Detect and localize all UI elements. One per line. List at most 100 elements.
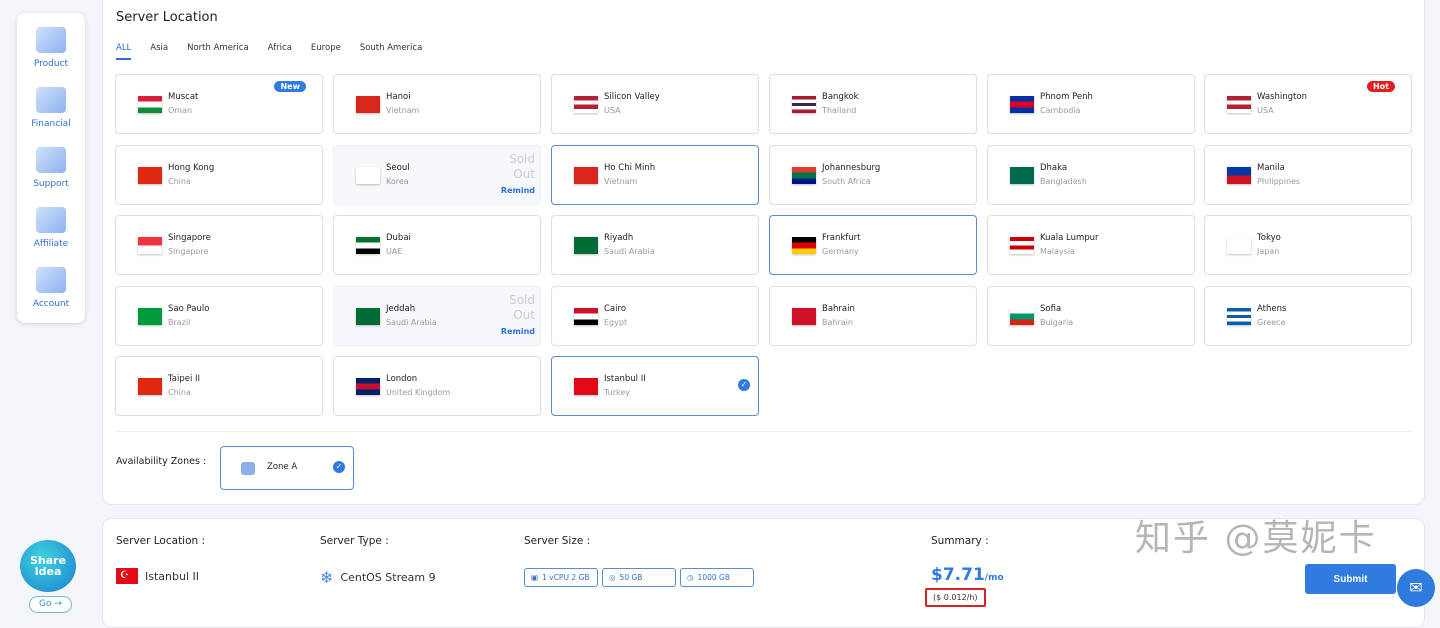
- country-name: Japan: [1257, 247, 1280, 256]
- location-card-dhaka[interactable]: Dhaka Bangladesh: [987, 145, 1195, 205]
- location-card-silicon-valley[interactable]: Silicon Valley USA: [551, 74, 759, 134]
- location-card-bahrain[interactable]: Bahrain Bahrain: [769, 286, 977, 346]
- sidebar-label: Support: [33, 179, 69, 189]
- tab-all[interactable]: ALL: [116, 43, 132, 60]
- sidebar-item-product[interactable]: Product: [17, 13, 85, 73]
- city-name: Bangkok: [822, 92, 859, 102]
- location-card-istanbul-ii[interactable]: Istanbul II Turkey ✓: [551, 356, 759, 416]
- country-name: Bulgaria: [1040, 318, 1074, 327]
- city-name: Athens: [1257, 304, 1287, 314]
- location-card-kuala-lumpur[interactable]: Kuala Lumpur Malaysia: [987, 215, 1195, 275]
- flag-icon: [792, 96, 816, 113]
- country-name: Saudi Arabia: [386, 318, 437, 327]
- zone-a-option[interactable]: Zone A ✓: [220, 446, 354, 490]
- country-name: Greece: [1257, 318, 1286, 327]
- flag-icon: [574, 378, 598, 395]
- chip-text: 1000 GB: [697, 573, 730, 582]
- city-name: Washington: [1257, 92, 1307, 102]
- flag-icon: [356, 96, 380, 113]
- city-name: Frankfurt: [822, 233, 861, 243]
- share-idea-button[interactable]: Share Idea: [20, 540, 76, 592]
- location-card-sao-paulo[interactable]: Sao Paulo Brazil: [115, 286, 323, 346]
- location-card-sofia[interactable]: Sofia Bulgaria: [987, 286, 1195, 346]
- city-name: Tokyo: [1257, 233, 1281, 243]
- flag-icon: [138, 237, 162, 254]
- turkey-flag-icon: ☪: [116, 568, 138, 584]
- go-button[interactable]: Go →: [29, 596, 72, 613]
- tab-north-america[interactable]: North America: [187, 43, 249, 53]
- location-card-manila[interactable]: Manila Philippines: [1204, 145, 1412, 205]
- location-card-athens[interactable]: Athens Greece: [1204, 286, 1412, 346]
- check-icon: ✓: [333, 461, 345, 473]
- product-icon: [36, 27, 66, 53]
- sidebar-item-account[interactable]: Account: [17, 253, 85, 313]
- location-card-cairo[interactable]: Cairo Egypt: [551, 286, 759, 346]
- server-size-values: ▣ 1 vCPU 2 GB ◎ 50 GB ◷ 1000 GB: [524, 568, 754, 587]
- location-card-riyadh[interactable]: Riyadh Saudi Arabia: [551, 215, 759, 275]
- city-name: Jeddah: [386, 304, 416, 314]
- order-summary-bar: Server Location : ☪ Istanbul II Server Ty…: [102, 518, 1425, 628]
- divider: [116, 431, 1412, 432]
- location-card-johannesburg[interactable]: Johannesburg South Africa: [769, 145, 977, 205]
- new-badge: New: [274, 81, 306, 92]
- location-card-bangkok[interactable]: Bangkok Thailand: [769, 74, 977, 134]
- financial-icon: [36, 87, 66, 113]
- location-card-tokyo[interactable]: Tokyo Japan: [1204, 215, 1412, 275]
- sidebar-item-affiliate[interactable]: Affiliate: [17, 193, 85, 253]
- remind-link[interactable]: Remind: [500, 186, 535, 195]
- sidebar-item-financial[interactable]: Financial: [17, 73, 85, 133]
- country-name: Bangladesh: [1040, 177, 1087, 186]
- location-card-washington[interactable]: Washington USA Hot: [1204, 74, 1412, 134]
- location-card-london[interactable]: London United Kingdom: [333, 356, 541, 416]
- sold-out-label: Sold Out: [509, 293, 535, 322]
- availability-zones-label: Availability Zones :: [116, 456, 207, 467]
- tab-europe[interactable]: Europe: [310, 43, 341, 53]
- flag-icon: [1227, 237, 1251, 254]
- location-card-frankfurt[interactable]: Frankfurt Germany: [769, 215, 977, 275]
- submit-button[interactable]: Submit: [1305, 564, 1396, 594]
- country-name: Vietnam: [604, 177, 638, 186]
- location-card-seoul[interactable]: Seoul Korea Sold Out Remind: [333, 145, 541, 205]
- disk-icon: ◎: [609, 573, 616, 582]
- disk-chip: ◎ 50 GB: [602, 568, 676, 587]
- flag-icon: [1010, 96, 1034, 113]
- location-card-hong-kong[interactable]: Hong Kong China: [115, 145, 323, 205]
- location-card-ho-chi-minh[interactable]: Ho Chi Minh Vietnam: [551, 145, 759, 205]
- location-card-dubai[interactable]: Dubai UAE: [333, 215, 541, 275]
- server-type-label: Server Type :: [320, 535, 389, 547]
- country-name: UAE: [386, 247, 403, 256]
- messenger-icon[interactable]: ✉: [1397, 569, 1435, 607]
- flag-icon: [356, 378, 380, 395]
- location-card-muscat[interactable]: Muscat Oman New: [115, 74, 323, 134]
- location-card-taipei-ii[interactable]: Taipei II China: [115, 356, 323, 416]
- country-name: Bahrain: [822, 318, 853, 327]
- sidebar-label: Product: [33, 59, 69, 69]
- city-name: Silicon Valley: [604, 92, 660, 102]
- chip-text: 1 vCPU 2 GB: [542, 573, 590, 582]
- country-name: South Africa: [822, 177, 871, 186]
- city-name: Hanoi: [386, 92, 411, 102]
- country-name: USA: [604, 106, 621, 115]
- sidebar-item-support[interactable]: Support: [17, 133, 85, 193]
- flag-icon: [1010, 167, 1034, 184]
- flag-icon: [356, 308, 380, 325]
- location-card-jeddah[interactable]: Jeddah Saudi Arabia Sold Out Remind: [333, 286, 541, 346]
- city-name: Dhaka: [1040, 163, 1068, 173]
- country-name: Vietnam: [386, 106, 420, 115]
- flag-icon: [138, 308, 162, 325]
- remind-link[interactable]: Remind: [500, 327, 535, 336]
- location-card-hanoi[interactable]: Hanoi Vietnam: [333, 74, 541, 134]
- country-name: Singapore: [168, 247, 209, 256]
- city-name: Seoul: [386, 163, 410, 173]
- tab-asia[interactable]: Asia: [150, 43, 169, 53]
- server-location-label: Server Location :: [116, 535, 206, 547]
- city-name: London: [386, 374, 418, 384]
- tab-africa[interactable]: Africa: [267, 43, 292, 53]
- location-card-singapore[interactable]: Singapore Singapore: [115, 215, 323, 275]
- section-title: Server Location: [116, 10, 218, 25]
- city-name: Muscat: [168, 92, 199, 102]
- tab-south-america[interactable]: South America: [359, 43, 423, 53]
- location-card-phnom-penh[interactable]: Phnom Penh Cambodia: [987, 74, 1195, 134]
- city-name: Sao Paulo: [168, 304, 210, 314]
- sidebar: Product Financial Support Affiliate Acco…: [17, 13, 85, 323]
